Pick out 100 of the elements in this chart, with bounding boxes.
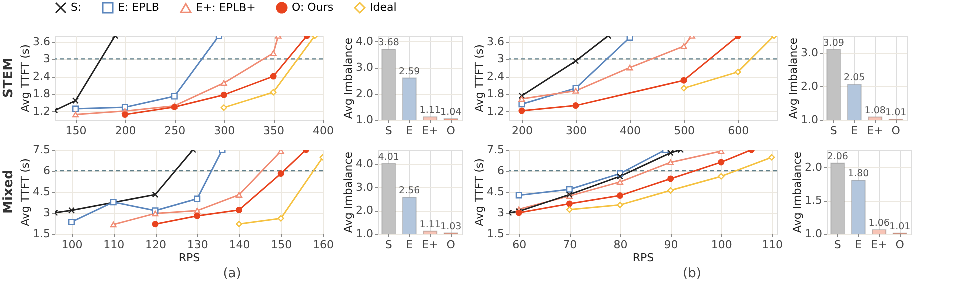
y-axis-title: Avg TTFT (s) [473, 44, 486, 112]
y-tick-label: 1.8 [487, 87, 504, 100]
data-label: 2.59 [399, 66, 420, 78]
data-label: 1.01 [886, 108, 907, 119]
x-tick-label: 200 [115, 124, 136, 138]
x-tick-label: O [896, 238, 905, 252]
x-tick-label: 130 [187, 238, 208, 252]
x-tick-label: 100 [62, 238, 83, 252]
y-tick-label: 3.0 [356, 180, 374, 194]
y-tick-label: 2.0 [356, 87, 374, 100]
x-tick-label: 400 [620, 124, 642, 138]
y-tick-label: 7.5 [487, 144, 504, 156]
data-label: 1.01 [890, 221, 911, 232]
y-axis-title: Avg TTFT (s) [19, 44, 32, 112]
y-tick-label: 3 [44, 206, 50, 220]
y-axis-title: Avg TTFT (s) [19, 158, 32, 226]
x-tick-label: E+ [422, 124, 438, 138]
y-tick-label: 1.0 [801, 114, 818, 126]
y-tick-label: 1.0 [805, 228, 822, 240]
x-axis-title: RPS [632, 252, 654, 264]
y-tick-label: 1.0 [356, 114, 374, 126]
data-label: 3.09 [823, 38, 844, 49]
x-tick-label: E+ [867, 124, 884, 138]
x-tick-label: S [834, 238, 842, 252]
x-tick-label: 110 [762, 238, 783, 252]
data-label: 2.06 [827, 151, 848, 162]
y-tick-label: 1.2 [487, 104, 504, 118]
y-tick-label: 3.0 [356, 61, 374, 74]
data-label: 1.04 [440, 106, 462, 118]
y-tick-label: 2.0 [356, 204, 374, 218]
legend-label: E: EPLB [118, 1, 160, 14]
y-tick-label: 2.4 [487, 70, 504, 84]
y-tick-label: 3 [498, 206, 504, 220]
y-tick-label: 4.5 [33, 186, 50, 198]
x-tick-label: 140 [229, 238, 250, 252]
x-tick-label: 200 [512, 124, 533, 138]
y-tick-label: 1.5 [33, 228, 50, 240]
x-tick-label: 350 [264, 124, 285, 138]
y-tick-label: 2.0 [801, 80, 818, 93]
y-tick-label: 4.0 [356, 158, 374, 170]
text: STEM [2, 58, 17, 98]
x-tick-label: 90 [664, 238, 678, 252]
y-tick-label: 3.6 [33, 35, 50, 48]
x-tick-label: 300 [566, 124, 587, 138]
x-tick-label: E [406, 238, 414, 252]
x-tick-label: 100 [711, 238, 732, 252]
x-tick-label: 70 [563, 238, 578, 252]
data-label: 1.80 [848, 168, 870, 180]
y-tick-label: 1.2 [33, 104, 50, 118]
y-tick-label: 2.0 [805, 160, 822, 174]
data-label: 2.05 [844, 72, 866, 84]
x-tick-label: 600 [728, 124, 750, 138]
x-tick-label: E [406, 124, 414, 138]
data-label: 1.03 [440, 221, 462, 232]
x-tick-label: 160 [313, 238, 334, 252]
x-tick-label: E+ [871, 238, 888, 252]
x-tick-label: 250 [164, 124, 186, 138]
x-tick-label: S [385, 124, 392, 138]
x-tick-label: 150 [271, 238, 292, 252]
y-tick-label: 6 [498, 164, 504, 178]
y-tick-label: 1.5 [805, 194, 822, 208]
data-label: 4.01 [378, 152, 400, 163]
data-label: 2.56 [399, 186, 420, 197]
x-tick-label: E+ [422, 238, 438, 252]
y-axis-title: Avg Imbalance [791, 152, 804, 234]
y-tick-label: 3.0 [801, 46, 818, 60]
legend-label: E+: EPLB+ [196, 1, 256, 14]
y-axis-title: Avg TTFT (s) [473, 158, 486, 226]
x-tick-label: S [830, 124, 838, 138]
x-tick-label: 300 [214, 124, 236, 138]
y-tick-label: 4.0 [356, 34, 374, 48]
x-tick-label: S [385, 238, 392, 252]
x-tick-label: E [851, 124, 858, 138]
data-label: 1.06 [868, 218, 890, 229]
text: (b) [683, 266, 702, 282]
y-tick-label: 3 [498, 52, 504, 66]
x-tick-label: 80 [614, 238, 628, 252]
x-tick-label: 150 [66, 124, 87, 138]
legend-label: O: Ours [292, 1, 334, 14]
x-tick-label: O [446, 124, 456, 138]
data-label: 1.11 [420, 219, 441, 230]
x-tick-label: 120 [146, 238, 166, 252]
x-tick-label: O [892, 124, 901, 138]
x-tick-label: 500 [674, 124, 696, 138]
legend-label: Ideal [370, 1, 397, 14]
data-label: 1.08 [864, 105, 886, 116]
x-axis-title: RPS [178, 252, 200, 264]
x-tick-label: 110 [104, 238, 125, 252]
data-label: 1.11 [420, 105, 441, 116]
text: Mixed [2, 170, 17, 214]
data-label: 3.68 [378, 38, 400, 49]
y-axis-title: Avg Imbalance [342, 38, 356, 120]
y-tick-label: 2.4 [33, 70, 50, 84]
x-tick-label: E [855, 238, 862, 252]
y-tick-label: 7.5 [33, 144, 50, 156]
y-tick-label: 1.0 [356, 228, 374, 240]
y-axis-title: Avg Imbalance [787, 38, 800, 120]
y-tick-label: 4.5 [487, 186, 504, 198]
y-tick-label: 6 [44, 164, 50, 178]
legend-label: S: [71, 1, 82, 14]
